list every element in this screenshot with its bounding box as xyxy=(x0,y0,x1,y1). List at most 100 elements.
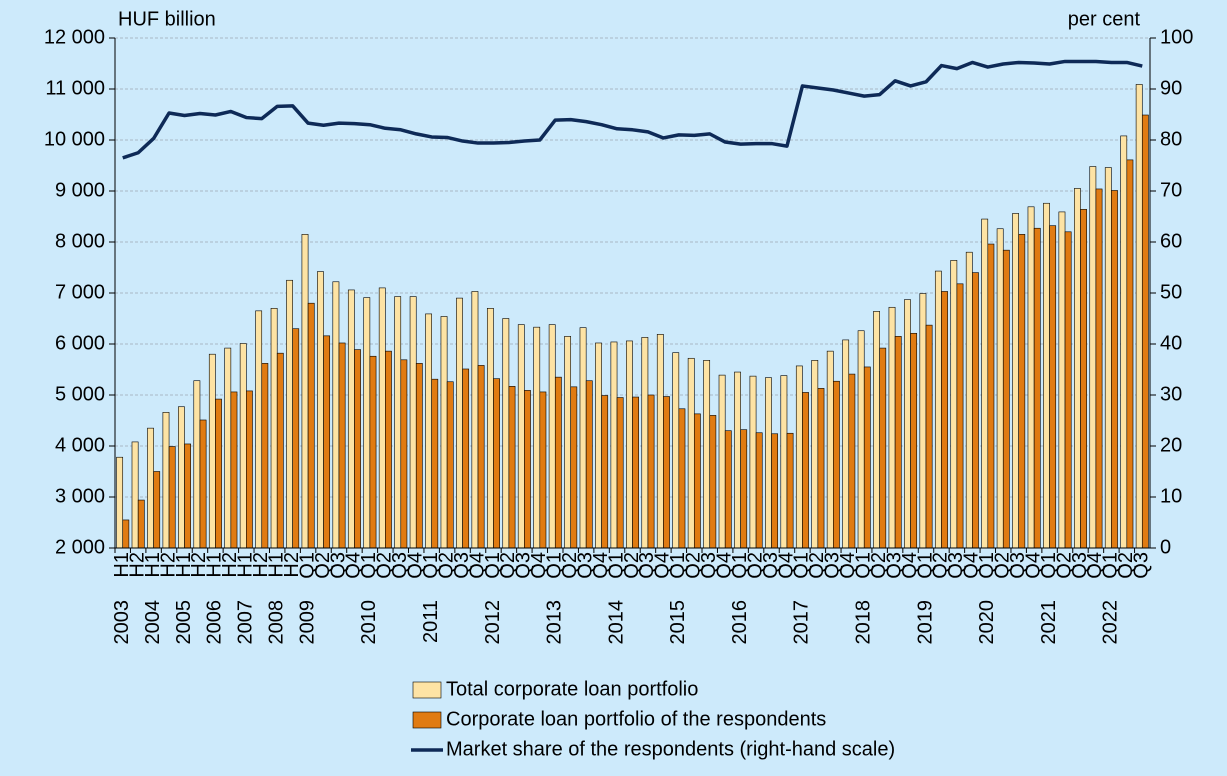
bar xyxy=(261,363,269,549)
bar xyxy=(301,234,309,549)
bar xyxy=(1141,114,1149,549)
bar xyxy=(873,311,880,549)
bar xyxy=(740,429,748,549)
bar xyxy=(347,289,355,549)
bar xyxy=(317,271,324,549)
bar xyxy=(610,341,618,549)
bar xyxy=(626,340,633,549)
bar xyxy=(585,380,593,549)
year-label: 2003 xyxy=(111,600,133,645)
bar xyxy=(425,313,432,549)
bar xyxy=(972,272,979,549)
bar xyxy=(904,299,911,549)
y2-tick-label: 90 xyxy=(1160,77,1182,99)
x-tick-label: Q1 xyxy=(482,552,504,579)
x-tick-label: Q2 xyxy=(374,552,396,579)
bar xyxy=(1043,202,1050,549)
bar xyxy=(539,391,547,549)
bar xyxy=(462,368,470,549)
x-tick-label: Q4 xyxy=(528,552,550,579)
bar xyxy=(693,413,701,549)
x-tick-label: Q1 xyxy=(296,552,318,579)
x-tick-label: Q2 xyxy=(497,552,519,579)
bar xyxy=(765,377,772,549)
year-label: 2006 xyxy=(204,600,226,645)
bar xyxy=(910,332,918,549)
bar xyxy=(672,352,680,549)
bar xyxy=(440,316,448,549)
year-label: 2010 xyxy=(358,600,380,645)
x-tick-label: Q1 xyxy=(420,552,442,579)
bar xyxy=(734,371,741,549)
y-tick-label: 7 000 xyxy=(55,281,105,303)
y-tick-label: 3 000 xyxy=(55,485,105,507)
bar xyxy=(934,270,942,549)
bar xyxy=(925,324,933,549)
x-tick-label: H1 xyxy=(265,552,287,578)
x-tick-label: Q3 xyxy=(451,552,473,579)
bar xyxy=(1120,135,1128,549)
y-tick-label: 4 000 xyxy=(55,434,105,456)
x-tick-label: Q2 xyxy=(806,552,828,579)
bar xyxy=(338,342,346,549)
x-tick-label: H1 xyxy=(173,552,195,578)
year-label: 2013 xyxy=(544,600,566,645)
year-label: 2014 xyxy=(605,600,627,645)
y2-tick-label: 70 xyxy=(1160,179,1182,201)
bar xyxy=(363,297,371,549)
x-tick-label: H1 xyxy=(142,552,164,578)
bar xyxy=(647,394,655,549)
bar xyxy=(116,456,124,549)
bar xyxy=(663,396,670,549)
x-tick-label: Q1 xyxy=(544,552,566,579)
x-tick-label: Q3 xyxy=(1069,552,1091,579)
bar xyxy=(533,326,541,549)
bar xyxy=(385,350,392,549)
bar xyxy=(554,376,562,549)
y2-tick-label: 10 xyxy=(1160,485,1182,507)
bar xyxy=(709,415,717,549)
bar xyxy=(307,302,315,549)
x-tick-label: Q3 xyxy=(1131,552,1153,579)
bar xyxy=(703,360,711,549)
year-label: 2016 xyxy=(729,600,751,645)
bar xyxy=(863,366,871,549)
x-tick-label: Q4 xyxy=(405,552,427,579)
x-tick-label: Q2 xyxy=(868,552,890,579)
bar xyxy=(239,343,247,549)
x-tick-label: Q3 xyxy=(513,552,535,579)
x-tick-label: Q3 xyxy=(760,552,782,579)
bar xyxy=(1002,249,1010,549)
bar xyxy=(780,375,788,549)
bar xyxy=(1111,190,1118,549)
bar xyxy=(656,334,664,549)
x-tick-label: H2 xyxy=(157,552,179,578)
bar xyxy=(122,519,130,549)
x-tick-label: Q4 xyxy=(343,552,365,579)
bar xyxy=(771,433,779,549)
bar xyxy=(548,324,556,549)
bar xyxy=(276,352,284,549)
x-tick-label: Q4 xyxy=(899,552,921,579)
bar xyxy=(456,297,463,549)
bar xyxy=(246,390,253,549)
bar xyxy=(230,391,238,549)
bar xyxy=(354,349,361,549)
bar xyxy=(517,324,525,549)
year-label: 2017 xyxy=(791,600,813,645)
bar xyxy=(678,408,686,549)
bar xyxy=(848,373,856,549)
x-tick-label: H2 xyxy=(250,552,272,578)
x-tick-label: Q2 xyxy=(683,552,705,579)
bar xyxy=(641,337,649,549)
bar xyxy=(477,365,485,549)
year-label: 2021 xyxy=(1038,600,1060,645)
legend-label: Total corporate loan portfolio xyxy=(446,678,698,700)
bar xyxy=(1033,227,1041,549)
x-tick-label: Q3 xyxy=(389,552,411,579)
x-tick-label: Q1 xyxy=(605,552,627,579)
bar xyxy=(199,419,207,549)
year-label: 2019 xyxy=(914,600,936,645)
bar xyxy=(632,396,639,549)
x-tick-label: Q4 xyxy=(1084,552,1106,579)
